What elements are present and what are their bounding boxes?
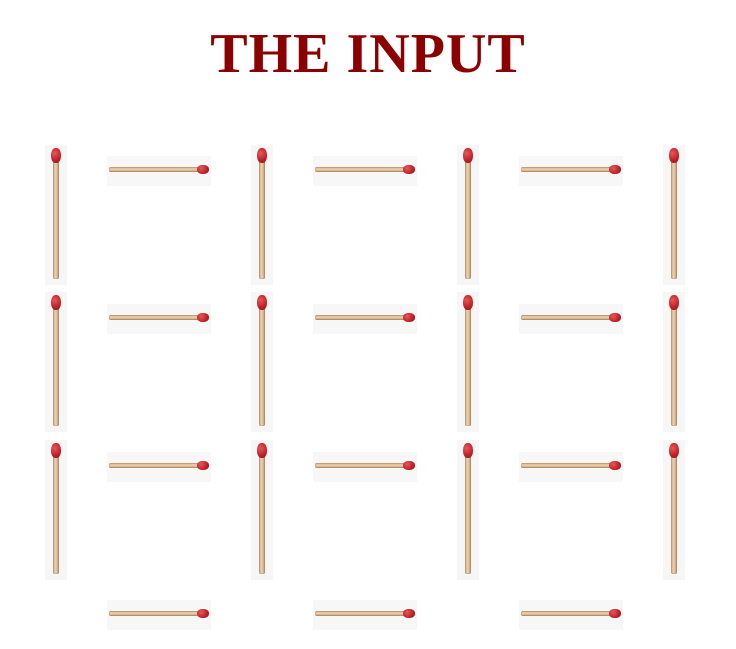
match-stick	[315, 167, 407, 172]
match-stick	[465, 454, 471, 574]
vertical-matchstick[interactable]	[663, 145, 685, 285]
vertical-matchstick[interactable]	[457, 292, 479, 432]
horizontal-matchstick[interactable]	[313, 452, 417, 482]
match-head	[197, 609, 209, 618]
horizontal-matchstick[interactable]	[313, 156, 417, 186]
match-head	[669, 443, 679, 458]
match-head	[51, 295, 61, 310]
vertical-matchstick[interactable]	[251, 292, 273, 432]
match-head	[51, 148, 61, 163]
match-stick	[521, 167, 613, 172]
match-head	[403, 461, 415, 470]
match-head	[403, 609, 415, 618]
horizontal-matchstick[interactable]	[107, 452, 211, 482]
vertical-matchstick[interactable]	[251, 145, 273, 285]
match-head	[609, 165, 621, 174]
horizontal-matchstick[interactable]	[107, 304, 211, 334]
horizontal-matchstick[interactable]	[519, 452, 623, 482]
match-stick	[259, 159, 265, 279]
match-head	[197, 461, 209, 470]
horizontal-matchstick[interactable]	[107, 600, 211, 630]
match-head	[51, 443, 61, 458]
match-stick	[109, 315, 201, 320]
match-stick	[315, 611, 407, 616]
match-stick	[315, 463, 407, 468]
match-head	[257, 295, 267, 310]
match-head	[609, 609, 621, 618]
horizontal-matchstick[interactable]	[313, 600, 417, 630]
match-stick	[465, 159, 471, 279]
horizontal-matchstick[interactable]	[107, 156, 211, 186]
match-head	[609, 313, 621, 322]
horizontal-matchstick[interactable]	[519, 304, 623, 334]
match-head	[257, 443, 267, 458]
match-head	[669, 295, 679, 310]
vertical-matchstick[interactable]	[663, 292, 685, 432]
match-head	[197, 313, 209, 322]
vertical-matchstick[interactable]	[663, 440, 685, 580]
match-stick	[521, 315, 613, 320]
match-stick	[259, 306, 265, 426]
match-head	[463, 148, 473, 163]
vertical-matchstick[interactable]	[45, 440, 67, 580]
match-stick	[671, 159, 677, 279]
vertical-matchstick[interactable]	[45, 145, 67, 285]
match-stick	[53, 454, 59, 574]
vertical-matchstick[interactable]	[45, 292, 67, 432]
match-stick	[465, 306, 471, 426]
match-stick	[53, 306, 59, 426]
match-stick	[109, 167, 201, 172]
match-stick	[109, 463, 201, 468]
match-stick	[53, 159, 59, 279]
match-head	[463, 443, 473, 458]
match-stick	[521, 463, 613, 468]
match-head	[669, 148, 679, 163]
horizontal-matchstick[interactable]	[313, 304, 417, 334]
match-stick	[315, 315, 407, 320]
horizontal-matchstick[interactable]	[519, 600, 623, 630]
vertical-matchstick[interactable]	[251, 440, 273, 580]
match-head	[609, 461, 621, 470]
match-stick	[671, 454, 677, 574]
vertical-matchstick[interactable]	[457, 440, 479, 580]
page-title: THE INPUT	[210, 23, 526, 85]
match-stick	[521, 611, 613, 616]
match-head	[257, 148, 267, 163]
match-head	[197, 165, 209, 174]
match-head	[403, 313, 415, 322]
match-stick	[259, 454, 265, 574]
match-stick	[109, 611, 201, 616]
match-head	[463, 295, 473, 310]
vertical-matchstick[interactable]	[457, 145, 479, 285]
horizontal-matchstick[interactable]	[519, 156, 623, 186]
match-stick	[671, 306, 677, 426]
match-head	[403, 165, 415, 174]
